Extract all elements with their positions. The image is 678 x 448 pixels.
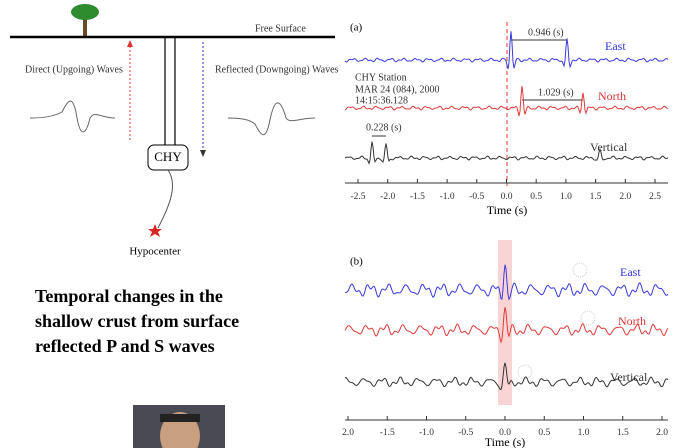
interval-label: 1.029 (s) <box>538 87 574 98</box>
x-tick-label: 2.0 <box>656 428 668 438</box>
highlight-band <box>498 240 512 405</box>
x-tick-label: -2.5 <box>350 192 365 202</box>
x-axis-label: Time (s) <box>485 435 526 448</box>
wavelet <box>227 102 316 136</box>
direct-waves-label: Direct (Upgoing) Waves <box>25 64 123 75</box>
x-tick-label: 1.0 <box>560 192 572 202</box>
arrow-head <box>200 150 206 157</box>
waveform <box>344 141 669 165</box>
interval-label: 0.946 (s) <box>528 27 564 38</box>
trace-label: North <box>598 89 626 103</box>
station-label: CHY <box>154 149 182 164</box>
marker-circle <box>572 262 588 278</box>
tree-trunk <box>83 14 87 36</box>
trace-label: East <box>605 39 626 53</box>
waveform <box>344 86 669 117</box>
free-surface-label: Free Surface <box>255 23 306 34</box>
ray-path <box>157 169 174 229</box>
waveform <box>344 264 669 301</box>
reflected-waves-label: Reflected (Downgoing) Waves <box>215 64 339 75</box>
wavelet <box>29 100 116 133</box>
x-tick-label: -1.0 <box>419 428 434 438</box>
x-tick-label: 2.0 <box>619 192 631 202</box>
x-tick-label: -0.5 <box>458 428 473 438</box>
station-info: 14:15:36.128 <box>355 95 408 106</box>
tree-crown <box>71 4 99 20</box>
x-tick-label: -2.0 <box>380 192 395 202</box>
waveform <box>344 31 669 70</box>
caption-line: shallow crust from surface <box>35 311 239 331</box>
marker-circle <box>580 310 596 326</box>
waveform <box>344 307 669 344</box>
x-tick-label: -1.5 <box>380 428 395 438</box>
x-tick-label: 1.0 <box>578 428 590 438</box>
x-tick-label: -0.5 <box>469 192 484 202</box>
x-tick-label: 2.0 <box>342 428 354 438</box>
trace-label: Vertical <box>590 140 628 154</box>
waveform <box>344 362 669 391</box>
panel-label: (a) <box>350 22 363 34</box>
x-tick-label: 0.5 <box>538 428 550 438</box>
x-tick-label: 0.5 <box>530 192 542 202</box>
x-axis-label: Time (s) <box>487 203 528 217</box>
x-tick-label: -1.5 <box>410 192 425 202</box>
caption-line: reflected P and S waves <box>35 336 215 356</box>
x-tick-label: 1.5 <box>590 192 602 202</box>
x-tick-label: 2.5 <box>649 192 661 202</box>
caption-line: Temporal changes in the <box>35 286 223 306</box>
x-tick-label: -1.0 <box>440 192 455 202</box>
panel-label: (b) <box>350 256 363 268</box>
hypocenter-label: Hypocenter <box>129 246 181 258</box>
hypocenter-star <box>148 224 162 237</box>
arrow-head <box>127 40 133 47</box>
x-tick-label: 0.0 <box>499 428 511 438</box>
x-tick-label: 1.5 <box>617 428 629 438</box>
interval-label: 0.228 (s) <box>366 122 402 133</box>
station-info: MAR 24 (084), 2000 <box>355 84 439 95</box>
hair <box>160 414 200 422</box>
station-info: CHY Station <box>355 72 407 83</box>
x-tick-label: 0.0 <box>501 192 513 202</box>
trace-label: East <box>620 265 641 279</box>
marker-circle <box>517 364 533 380</box>
trace-label: North <box>618 314 646 328</box>
